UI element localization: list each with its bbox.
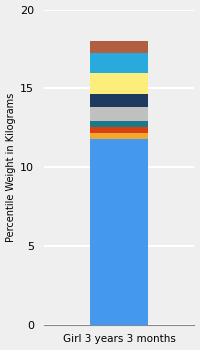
Bar [90,121,148,127]
Bar [90,133,148,139]
Bar [90,94,148,107]
Bar [90,41,148,53]
Bar [90,53,148,74]
Bar [90,139,148,325]
Bar [90,107,148,121]
Bar [90,127,148,133]
Y-axis label: Percentile Weight in Kilograms: Percentile Weight in Kilograms [6,92,16,242]
Bar [90,74,148,94]
